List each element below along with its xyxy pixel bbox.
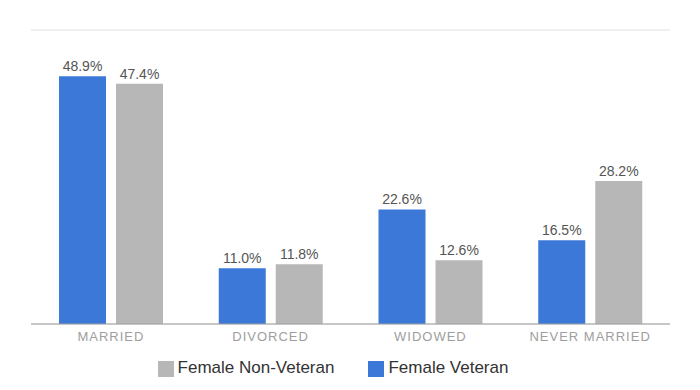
svg-text:11.8%: 11.8% [280, 246, 319, 262]
svg-text:47.4%: 47.4% [120, 66, 160, 82]
svg-text:WIDOWED: WIDOWED [394, 329, 467, 344]
html-text:Female Veteran: Female Veteran [388, 358, 509, 377]
svg-text:28.2%: 28.2% [599, 163, 639, 179]
svg-text:MARRIED: MARRIED [77, 329, 144, 344]
svg-text:DIVORCED: DIVORCED [232, 329, 309, 344]
svg-text:16.5%: 16.5% [542, 222, 582, 238]
svg-text:12.6%: 12.6% [439, 242, 479, 258]
svg-text:NEVER MARRIED: NEVER MARRIED [529, 329, 650, 344]
svg-text:11.0%: 11.0% [223, 250, 262, 266]
svg-text:22.6%: 22.6% [382, 191, 422, 207]
svg-text:48.9%: 48.9% [63, 58, 103, 74]
html-text:Female Non-Veteran: Female Non-Veteran [177, 358, 335, 377]
